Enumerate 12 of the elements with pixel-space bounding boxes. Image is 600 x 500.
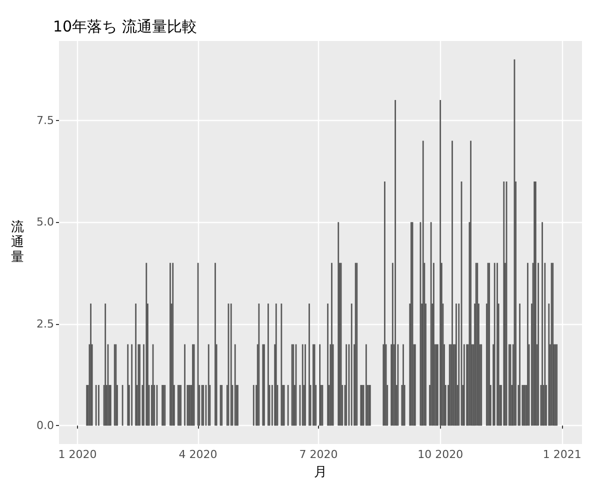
y-tick-label: 0.0 bbox=[36, 419, 54, 432]
y-tick-label: 5.0 bbox=[36, 216, 54, 229]
y-axis-title: 流通量 bbox=[11, 219, 24, 265]
chart-title: 10年落ち 流通量比較 bbox=[53, 18, 197, 36]
x-tick-label: 1 2020 bbox=[58, 448, 97, 461]
y-tick-label: 7.5 bbox=[36, 114, 54, 127]
y-tick-label: 2.5 bbox=[36, 317, 54, 330]
x-axis-title: 月 bbox=[314, 465, 327, 480]
x-tick-label: 7 2020 bbox=[299, 448, 338, 461]
x-tick-label: 4 2020 bbox=[178, 448, 218, 461]
x-tick-label: 1 2021 bbox=[542, 448, 582, 461]
x-tick-label: 10 2020 bbox=[418, 448, 464, 461]
